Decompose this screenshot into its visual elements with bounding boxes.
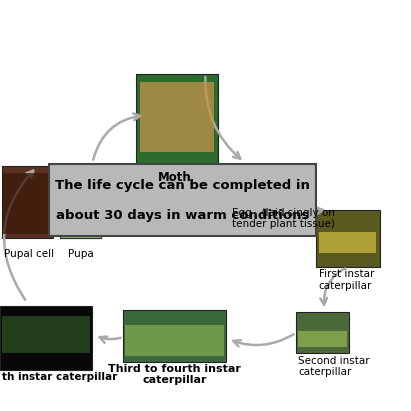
Bar bbox=[66, 177, 92, 230]
Bar bbox=[232, 164, 273, 206]
Bar bbox=[60, 166, 101, 238]
Bar bbox=[2, 316, 90, 353]
Text: Second instar
caterpillar: Second instar caterpillar bbox=[298, 356, 369, 377]
Bar bbox=[298, 331, 347, 347]
Text: Pupa: Pupa bbox=[68, 249, 94, 259]
Text: The life cycle can be completed in: The life cycle can be completed in bbox=[55, 179, 310, 192]
Bar bbox=[319, 232, 376, 253]
Text: First instar
caterpillar: First instar caterpillar bbox=[319, 269, 374, 291]
Bar bbox=[125, 325, 224, 356]
Text: Moth: Moth bbox=[158, 171, 192, 184]
Bar bbox=[0, 306, 92, 370]
Bar bbox=[140, 82, 214, 152]
Text: Pupal cell: Pupal cell bbox=[4, 249, 54, 259]
Bar bbox=[66, 177, 92, 230]
Text: about 30 days in warm conditions: about 30 days in warm conditions bbox=[56, 209, 309, 222]
Bar bbox=[316, 210, 380, 267]
Bar bbox=[245, 175, 261, 191]
Bar bbox=[2, 166, 53, 238]
Bar bbox=[3, 173, 53, 234]
Text: th instar caterpillar: th instar caterpillar bbox=[2, 372, 117, 382]
Bar bbox=[136, 74, 218, 164]
Bar bbox=[123, 310, 226, 362]
Bar bbox=[60, 166, 101, 238]
FancyBboxPatch shape bbox=[49, 164, 316, 236]
Text: Egg   (laid singly on
tender plant tissue): Egg (laid singly on tender plant tissue) bbox=[232, 208, 335, 229]
Text: Third to fourth instar
caterpillar: Third to fourth instar caterpillar bbox=[108, 364, 241, 386]
Bar bbox=[296, 312, 349, 353]
